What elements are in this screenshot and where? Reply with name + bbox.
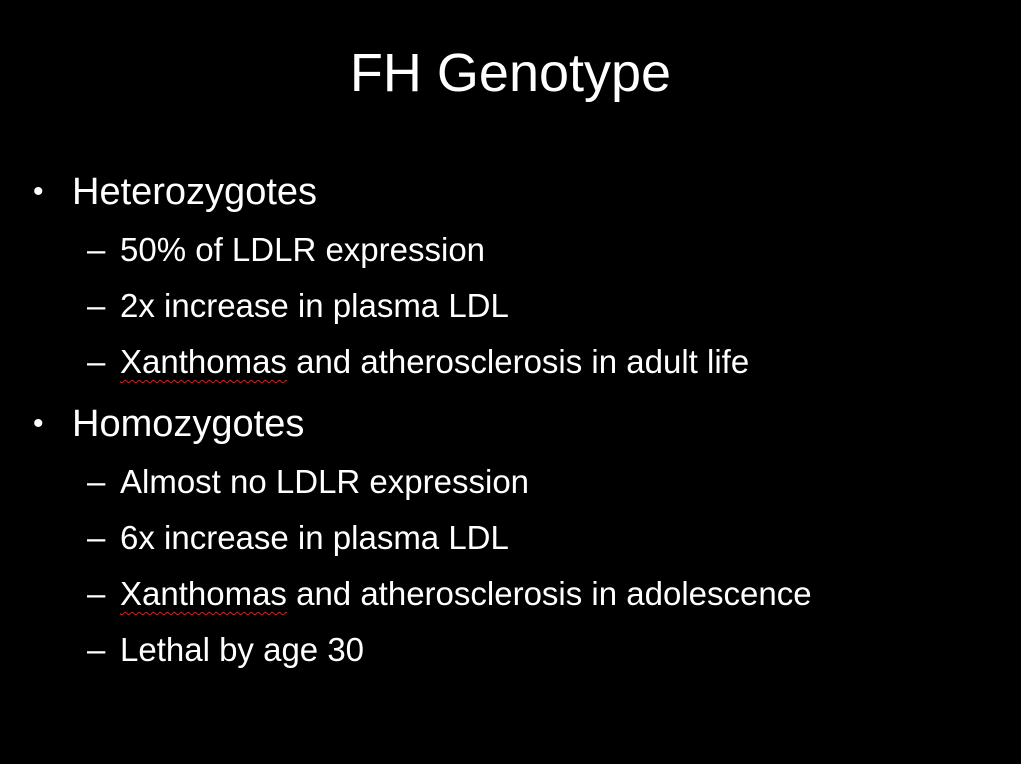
sub-item-text: 6x increase in plasma LDL	[120, 519, 509, 556]
dash-icon: –	[87, 287, 106, 324]
sub-item: – Xanthomas and atherosclerosis in adoles…	[87, 574, 812, 614]
sub-item-text: and atherosclerosis in adult life	[286, 343, 750, 380]
bullet-heterozygotes: • Heterozygotes	[33, 170, 317, 214]
bullet-label: Heterozygotes	[72, 171, 318, 213]
sub-item-text: 50% of LDLR expression	[120, 231, 486, 268]
sub-item-text: Lethal by age 30	[120, 631, 365, 668]
dash-icon: –	[87, 343, 106, 380]
sub-item-text: and atherosclerosis in adolescence	[286, 575, 812, 612]
sub-item: –6x increase in plasma LDL	[87, 518, 509, 558]
sub-item-text: Almost no LDLR expression	[120, 463, 530, 500]
dash-icon: –	[87, 631, 106, 668]
dash-icon: –	[87, 231, 106, 268]
dash-icon: –	[87, 519, 106, 556]
sub-item: –2x increase in plasma LDL	[87, 286, 509, 326]
slide-title: FH Genotype	[349, 43, 672, 103]
bullet-homozygotes: • Homozygotes	[33, 402, 304, 446]
sub-item: – Xanthomas and atherosclerosis in adult …	[87, 342, 749, 382]
dash-icon: –	[87, 575, 106, 612]
dash-icon: –	[87, 463, 106, 500]
spellcheck-flagged-word[interactable]: Xanthomas	[120, 575, 287, 612]
sub-item-text: 2x increase in plasma LDL	[120, 287, 509, 324]
sub-item: – Lethal by age 30	[87, 630, 364, 670]
sub-item: –50% of LDLR expression	[87, 230, 485, 270]
bullet-dot-icon: •	[33, 407, 44, 440]
sub-item: – Almost no LDLR expression	[87, 462, 529, 502]
spellcheck-flagged-word[interactable]: Xanthomas	[120, 343, 287, 380]
bullet-dot-icon: •	[33, 175, 44, 208]
bullet-label: Homozygotes	[72, 403, 305, 445]
